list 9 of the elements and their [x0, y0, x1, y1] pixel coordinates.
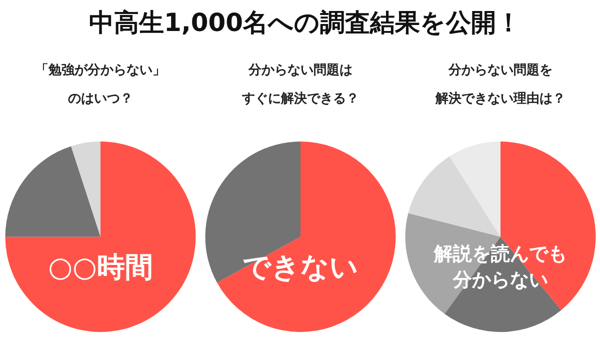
chart-title: 分からない問題は: [248, 63, 352, 78]
text: ○○時間: [48, 250, 153, 284]
chart-subtitle: のはいつ？: [68, 91, 133, 106]
chart-title: 分からない問題を: [448, 63, 552, 78]
chart-title: 「勉強が分からない」: [36, 62, 166, 78]
chart-subtitle: すぐに解決できる？: [241, 91, 359, 106]
text: できない: [242, 250, 358, 284]
chart-subtitle: 解決できない理由は？: [434, 91, 566, 106]
text: 中高生1,000名への調査結果を公開！: [88, 7, 522, 39]
